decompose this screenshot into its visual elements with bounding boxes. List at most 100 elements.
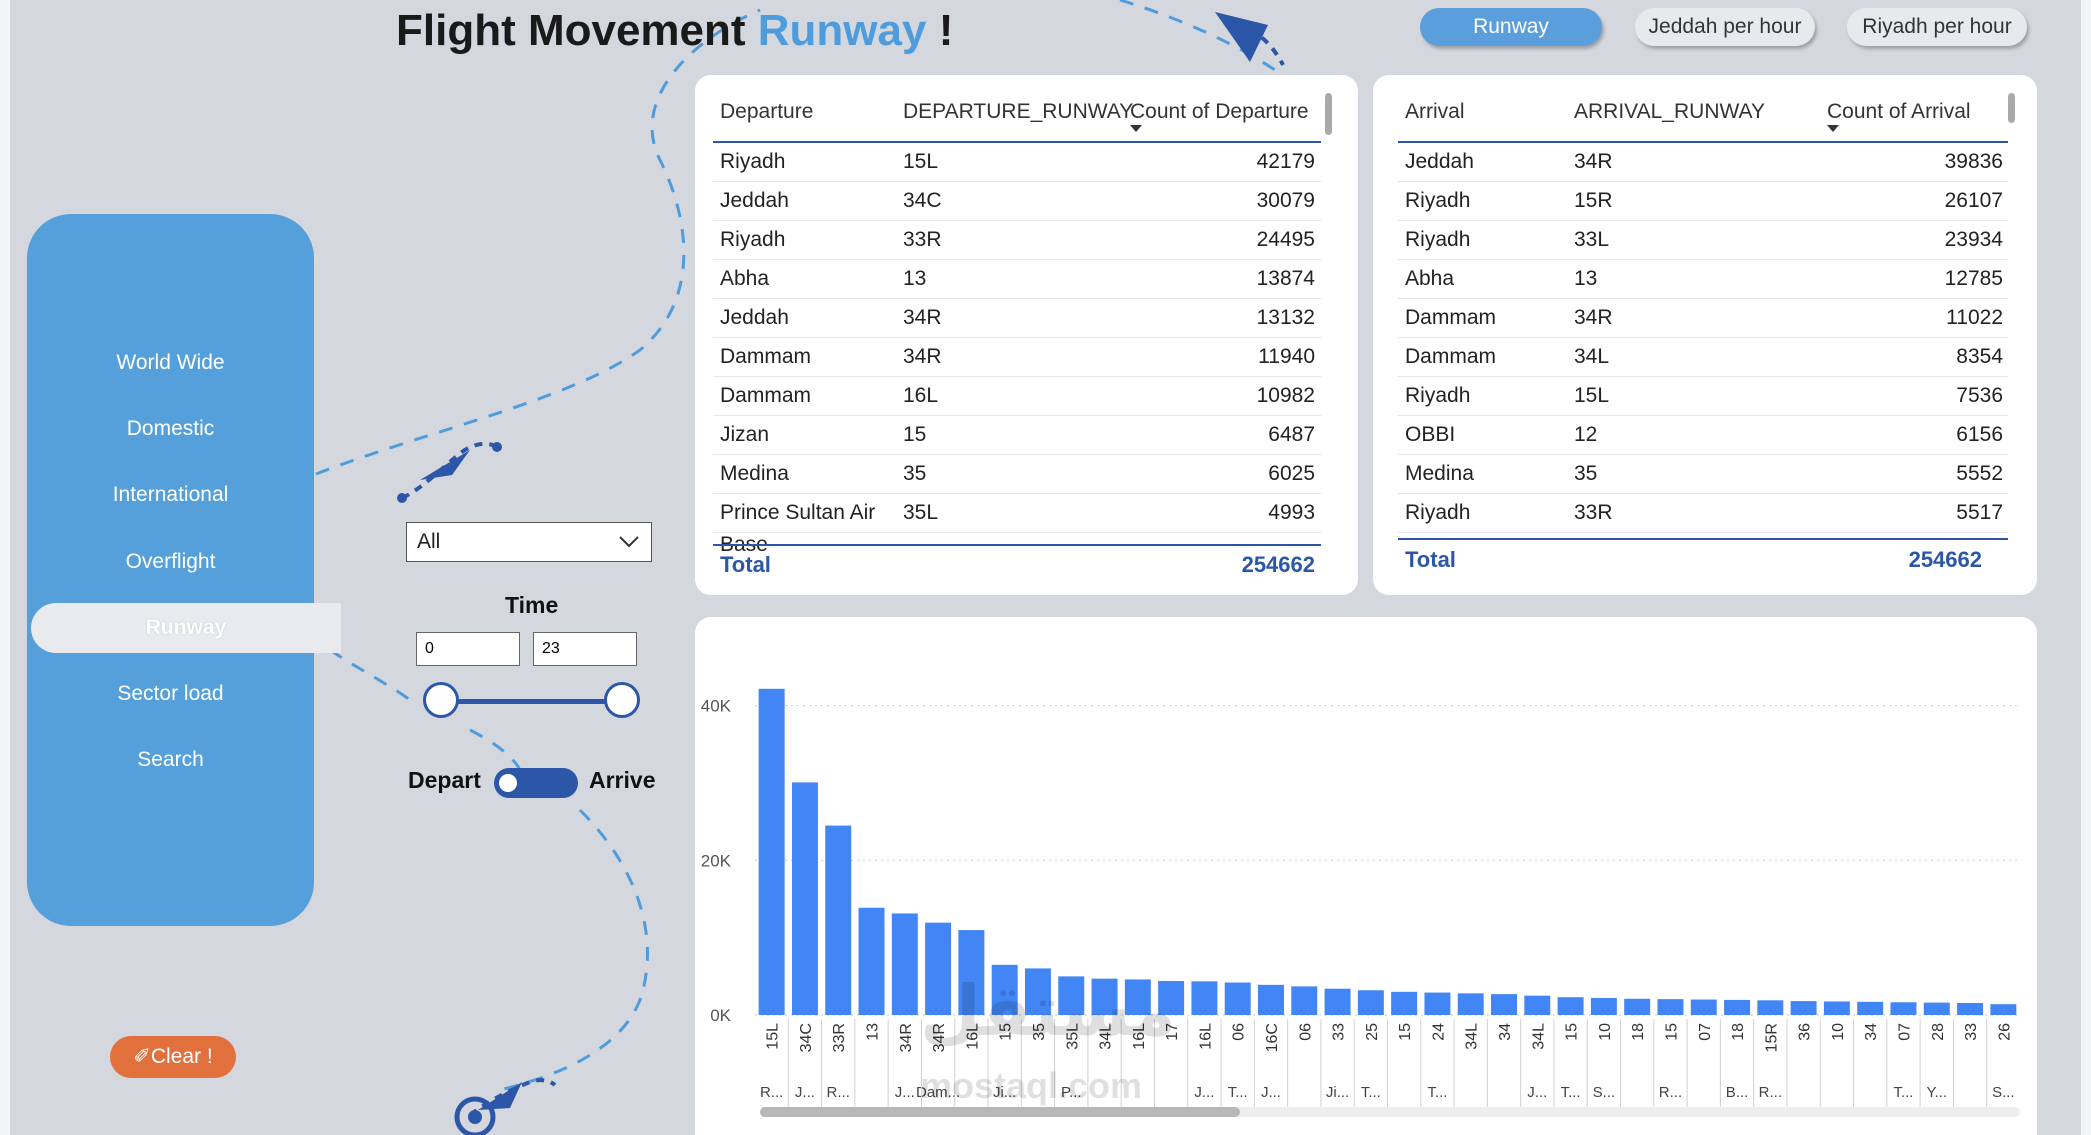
column-header-count-of-departure[interactable]: Count of Departure [1130,100,1309,123]
x-tick-label: 36 [1797,1023,1814,1041]
table-row[interactable]: Riyadh 33R 5517 [1398,494,2008,533]
time-slider-max-handle[interactable] [604,682,640,718]
table-row[interactable]: Jeddah 34C 30079 [713,182,1321,221]
x-tick-label: 35 [1031,1023,1048,1041]
x-group-label: T... [1427,1084,1447,1101]
chart-bar [1291,986,1318,1015]
x-tick-label: 34L [1530,1023,1547,1050]
cell-count: 42179 [1256,150,1315,173]
vertical-scrollbar[interactable] [2008,93,2015,123]
table-row[interactable]: Jizan 15 6487 [713,416,1321,455]
table-row[interactable]: Medina 35 6025 [713,455,1321,494]
table-row[interactable]: Prince Sultan Air 35L 4993 [713,494,1321,533]
table-row[interactable]: Riyadh 15R 26107 [1398,182,2008,221]
table-row[interactable]: Riyadh 15L 7536 [1398,377,2008,416]
plane-arrow-icon [1215,12,1268,62]
chart-horizontal-scrollbar[interactable] [760,1107,2020,1117]
time-to-input[interactable] [533,632,637,666]
cell-city: OBBI [1405,423,1456,446]
table-row[interactable]: Abha 13 12785 [1398,260,2008,299]
x-tick-label: 10 [1597,1023,1614,1041]
window-edge-right [2081,0,2091,1135]
cell-count: 11940 [1258,345,1315,368]
chart-bar [1957,1003,1984,1015]
vertical-scrollbar[interactable] [1325,93,1332,135]
column-header-arrival-runway[interactable]: ARRIVAL_RUNWAY [1574,100,1765,123]
table-row[interactable]: Jeddah 34R 39836 [1398,143,2008,182]
x-group-label: Ji... [993,1084,1016,1101]
sidebar-item-search[interactable]: Search [137,748,204,771]
arrival-total-value: 254662 [1908,547,1982,572]
sidebar-item-runway[interactable]: Runway [31,603,341,653]
x-group-label: R... [827,1084,850,1101]
x-group-label: J... [795,1084,815,1101]
chart-bar [758,688,785,1015]
column-header-departure[interactable]: Departure [720,100,814,123]
sidebar-item-overflight[interactable]: Overflight [125,550,216,573]
time-slider-min-handle[interactable] [423,682,459,718]
tab-riyadh-per-hour[interactable]: Riyadh per hour [1847,8,2027,46]
cell-count: 5552 [1956,462,2003,485]
cell-runway: 35 [1574,462,1598,485]
cell-count: 8354 [1956,345,2003,368]
x-group-label: J... [1261,1084,1281,1101]
table-row[interactable]: Riyadh 33R 24495 [713,221,1321,260]
x-group-label: T... [1361,1084,1381,1101]
chart-bar [1091,978,1118,1015]
x-group-label: P... [1061,1084,1082,1101]
sort-descending-icon[interactable] [1827,125,1839,132]
time-range-slider-track[interactable] [440,699,624,704]
x-tick-label: 34 [1497,1023,1514,1041]
table-row[interactable]: Riyadh 15L 42179 [713,143,1321,182]
table-row[interactable]: Dammam 34L 8354 [1398,338,2008,377]
cell-count: 13132 [1256,306,1315,329]
x-tick-label: 15 [1564,1023,1581,1041]
x-group-label: R... [760,1084,783,1101]
filter-dropdown[interactable]: All [406,522,652,562]
column-header-arrival[interactable]: Arrival [1405,100,1465,123]
sidebar-item-international[interactable]: International [112,483,229,506]
table-row[interactable]: OBBI 12 6156 [1398,416,2008,455]
chart-scrollbar-thumb[interactable] [760,1107,1240,1117]
depart-arrive-toggle[interactable] [494,768,578,798]
table-row[interactable]: Abha 13 13874 [713,260,1321,299]
sidebar-item-domestic[interactable]: Domestic [126,417,215,440]
chart-bar [1724,999,1751,1015]
sort-descending-icon[interactable] [1130,125,1142,132]
table-row[interactable]: Dammam 34R 11940 [713,338,1321,377]
cell-runway: 16L [903,384,939,407]
departure-total-value: 254662 [1241,552,1315,577]
cell-city: Riyadh [1405,501,1471,524]
clear-filters-button[interactable]: ✐Clear ! [110,1036,236,1078]
arrival-total-label: Total [1405,547,1456,572]
chart-bar [1324,988,1351,1015]
runway-bar-chart: 0K 20K 40K 15L R... 34C J... 33R R... 13 34R J... 34… [695,617,2037,1135]
chart-bar [1657,999,1684,1015]
column-header-departure-runway[interactable]: DEPARTURE_RUNWAY [903,100,1134,123]
tab-jeddah-per-hour[interactable]: Jeddah per hour [1635,8,1815,46]
table-row[interactable]: Jeddah 34R 13132 [713,299,1321,338]
chart-bar [1757,1000,1784,1015]
toggle-arrive-label: Arrive [589,767,656,793]
table-row[interactable]: Medina 35 5552 [1398,455,2008,494]
cell-runway: 33R [1574,501,1613,524]
chart-bar [1258,984,1284,1015]
column-header-count-of-arrival[interactable]: Count of Arrival [1827,100,1971,123]
time-from-input[interactable] [416,632,520,666]
x-group-label: J... [1527,1084,1547,1101]
sidebar-item-world-wide[interactable]: World Wide [116,351,225,374]
table-row[interactable]: Dammam 16L 10982 [713,377,1321,416]
cell-city: Riyadh [720,150,786,173]
tab-runway[interactable]: Runway [1420,8,1602,46]
x-group-label: J... [1194,1084,1214,1101]
table-row[interactable]: Riyadh 33L 23934 [1398,221,2008,260]
cell-city: Jeddah [720,306,789,329]
cell-runway: 15R [1574,189,1613,212]
table-row[interactable]: Dammam 34R 11022 [1398,299,2008,338]
sidebar-item-sector-load[interactable]: Sector load [117,682,224,705]
x-tick-label: 34C [798,1023,815,1052]
x-group-label: T... [1228,1084,1248,1101]
x-group-label: R... [1759,1084,1782,1101]
cell-runway: 15 [903,423,927,446]
chart-bar [1158,980,1185,1015]
